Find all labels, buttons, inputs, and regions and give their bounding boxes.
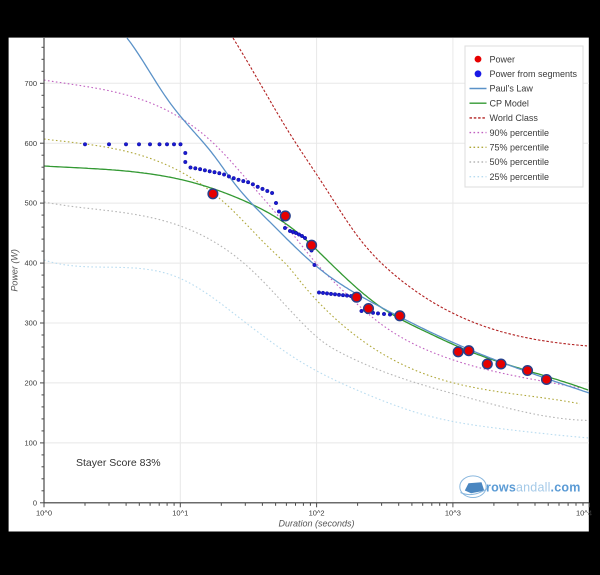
svg-text:Duration (seconds): Duration (seconds): [278, 519, 354, 529]
svg-text:25% percentile: 25% percentile: [490, 172, 550, 182]
svg-text:90% percentile: 90% percentile: [490, 128, 550, 138]
svg-text:Stayer Score 83%: Stayer Score 83%: [76, 457, 161, 469]
svg-text:100: 100: [24, 439, 37, 448]
svg-text:10^1: 10^1: [172, 509, 188, 518]
svg-text:World Class: World Class: [490, 113, 539, 123]
svg-text:500: 500: [24, 199, 37, 208]
svg-text:CP Model: CP Model: [490, 98, 529, 108]
svg-text:Paul’s Law: Paul’s Law: [490, 84, 534, 94]
svg-text:rowsandall.com: rowsandall.com: [486, 481, 581, 495]
svg-text:10^2: 10^2: [309, 509, 325, 518]
svg-text:300: 300: [24, 319, 37, 328]
svg-text:75% percentile: 75% percentile: [490, 143, 550, 153]
svg-text:Power: Power: [490, 54, 516, 64]
svg-text:10^4: 10^4: [576, 509, 592, 518]
svg-text:400: 400: [24, 259, 37, 268]
svg-text:Power from segments: Power from segments: [490, 69, 578, 79]
svg-text:200: 200: [24, 379, 37, 388]
svg-text:600: 600: [24, 139, 37, 148]
svg-text:50% percentile: 50% percentile: [490, 157, 550, 167]
svg-text:10^0: 10^0: [36, 509, 52, 518]
svg-text:10^3: 10^3: [445, 509, 461, 518]
svg-text:700: 700: [24, 79, 37, 88]
svg-text:0: 0: [33, 498, 37, 507]
svg-text:Power (W): Power (W): [10, 249, 20, 292]
